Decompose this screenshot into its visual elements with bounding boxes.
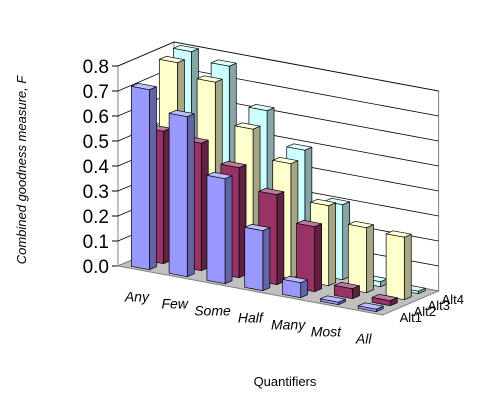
bar-top <box>296 219 323 228</box>
bar-side <box>149 86 157 271</box>
bar-side <box>366 224 374 294</box>
y-tick-label: 0.1 <box>83 232 109 253</box>
bar-top <box>210 59 237 67</box>
bar-top <box>385 230 412 238</box>
bar-top <box>168 109 195 118</box>
bar-top <box>347 220 374 229</box>
series-label-alt3: Alt3 <box>428 298 450 313</box>
category-label-some: Some <box>194 303 231 319</box>
bar-top <box>272 156 299 165</box>
bar-side <box>224 175 233 285</box>
y-tick-labels: 0.0 0.1 0.2 0.3 0.4 0.5 0.6 0.7 0.8 <box>83 57 110 278</box>
bar-top <box>282 275 309 284</box>
y-axis-title: Combined goodness measure, F <box>14 75 29 265</box>
bar-alt1-half <box>244 223 271 292</box>
bar-front <box>130 85 150 271</box>
category-label-most: Most <box>311 324 342 340</box>
series-label-alt4: Alt4 <box>442 292 464 307</box>
bar-alt3-most <box>347 220 374 294</box>
y-tick-label: 0.0 <box>83 257 109 278</box>
category-label-any: Any <box>124 289 150 305</box>
bar-top <box>220 160 247 169</box>
bar-front <box>347 223 367 294</box>
bar-top <box>357 302 384 310</box>
bar-side <box>186 113 195 278</box>
bar-front <box>206 174 226 285</box>
bar-top <box>258 187 285 196</box>
bar-top <box>324 197 351 206</box>
category-label-many: Many <box>271 317 306 333</box>
bar-alt2-many <box>296 219 323 293</box>
bar-alt1-many <box>282 275 309 299</box>
bar-side <box>328 202 337 287</box>
x-axis-title: Quantifiers <box>254 374 317 389</box>
bar-top <box>319 295 346 303</box>
series-label-alt2: Alt2 <box>414 304 436 319</box>
bar-alt2-all <box>371 293 398 307</box>
category-labels: Any Few Some Half Many Most All <box>124 289 373 347</box>
bar-top <box>286 143 313 151</box>
bar-side <box>403 233 412 301</box>
y-tick-label: 0.5 <box>83 132 109 153</box>
bar-side <box>276 191 285 286</box>
category-label-all: All <box>355 331 372 347</box>
bar-alt2-most <box>333 281 360 300</box>
bar-side <box>314 223 323 293</box>
bar-front <box>168 112 188 278</box>
bar-top <box>130 82 157 91</box>
bar-top <box>248 103 275 112</box>
bar-alt1-some <box>206 171 233 285</box>
category-label-few: Few <box>161 296 188 312</box>
bar-top <box>333 281 360 290</box>
bars <box>130 44 426 313</box>
bar-front <box>244 226 264 292</box>
bar-top <box>206 171 233 180</box>
bar-alt1-few <box>168 109 195 278</box>
bar-top <box>371 293 398 302</box>
bar-alt1-most <box>319 295 346 306</box>
y-tick-label: 0.7 <box>83 82 109 103</box>
bar-front <box>385 233 405 301</box>
series-label-alt1: Alt1 <box>400 310 422 325</box>
y-tick-label: 0.8 <box>83 57 109 78</box>
gridline <box>117 41 439 92</box>
y-tick-label: 0.3 <box>83 182 109 203</box>
bar-alt3-all <box>385 230 412 301</box>
y-tick-label: 0.2 <box>83 207 109 228</box>
bar-top <box>234 122 261 130</box>
y-tick-label: 0.6 <box>83 107 109 128</box>
bar-top <box>196 75 223 83</box>
bar-side <box>262 227 271 292</box>
y-tick-label: 0.4 <box>83 157 110 178</box>
bar-top <box>158 55 185 64</box>
bar-top <box>172 44 199 53</box>
bar-alt1-all <box>357 302 384 313</box>
bar-top <box>310 198 337 207</box>
category-label-half: Half <box>238 310 265 326</box>
bar-alt1-any <box>130 82 157 271</box>
bar-top <box>244 223 271 232</box>
